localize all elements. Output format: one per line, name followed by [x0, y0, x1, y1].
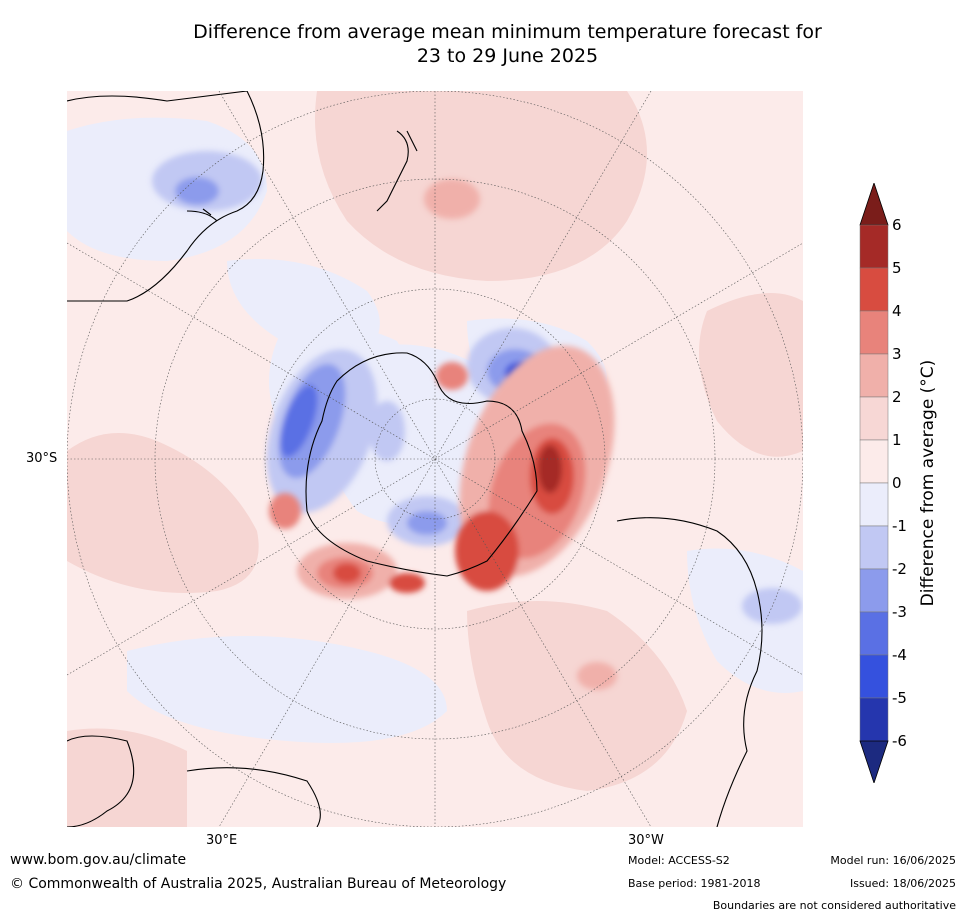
lon-label-30w: 30°W	[628, 833, 664, 848]
footer-base-period: Base period: 1981-2018	[628, 877, 761, 890]
colorbar-tick-label: 6	[892, 216, 902, 234]
colorbar-bin	[859, 611, 889, 656]
footer-model-run: Model run: 16/06/2025	[830, 854, 956, 867]
graticule	[67, 91, 803, 827]
colorbar-tick-label: 4	[892, 302, 902, 320]
colorbar-label: Difference from average (°C)	[918, 359, 938, 607]
colorbar-bin	[859, 525, 889, 570]
colorbar-bin	[859, 568, 889, 613]
colorbar-bin	[859, 697, 889, 742]
footer-issued: Issued: 18/06/2025	[849, 877, 956, 890]
colorbar-bin	[859, 482, 889, 527]
footer-disclaimer: Boundaries are not considered authoritat…	[712, 899, 956, 912]
footer-website: www.bom.gov.au/climate	[10, 852, 187, 868]
colorbar-bin	[859, 396, 889, 441]
anomaly-positive-weak	[67, 91, 803, 827]
colorbar-tick-label: -4	[892, 646, 907, 664]
map-canvas	[67, 91, 803, 827]
colorbar-graphic	[859, 181, 889, 785]
map-title: Difference from average mean minimum tem…	[60, 20, 955, 68]
colorbar	[858, 181, 948, 785]
colorbar-tick-label: 0	[892, 474, 902, 492]
colorbar-tick-label: -2	[892, 560, 907, 578]
colorbar-bin	[859, 310, 889, 355]
lat-label-30s: 30°S	[26, 451, 58, 466]
colorbar-under-triangle	[859, 740, 889, 785]
colorbar-tick-label: -5	[892, 689, 907, 707]
colorbar-bin	[859, 439, 889, 484]
colorbar-over-triangle	[859, 181, 889, 226]
colorbar-tick-label: 3	[892, 345, 902, 363]
colorbar-tick-label: -6	[892, 732, 907, 750]
coastlines	[67, 91, 763, 827]
colorbar-bin	[859, 654, 889, 699]
forecast-map	[67, 91, 803, 827]
lon-label-30e: 30°E	[206, 833, 238, 848]
footer-model: Model: ACCESS-S2	[628, 854, 730, 867]
colorbar-tick-label: 2	[892, 388, 902, 406]
title-line-2: 23 to 29 June 2025	[416, 45, 599, 67]
colorbar-tick-label: -3	[892, 603, 907, 621]
colorbar-bin	[859, 267, 889, 312]
colorbar-tick-label: -1	[892, 517, 907, 535]
colorbar-tick-label: 5	[892, 259, 902, 277]
anomaly-negative-moderate	[152, 151, 802, 624]
colorbar-bin	[859, 353, 889, 398]
footer-copyright: © Commonwealth of Australia 2025, Austra…	[10, 876, 507, 892]
colorbar-tick-label: 1	[892, 431, 902, 449]
colorbar-bin	[859, 224, 889, 269]
title-line-1: Difference from average mean minimum tem…	[193, 21, 822, 43]
